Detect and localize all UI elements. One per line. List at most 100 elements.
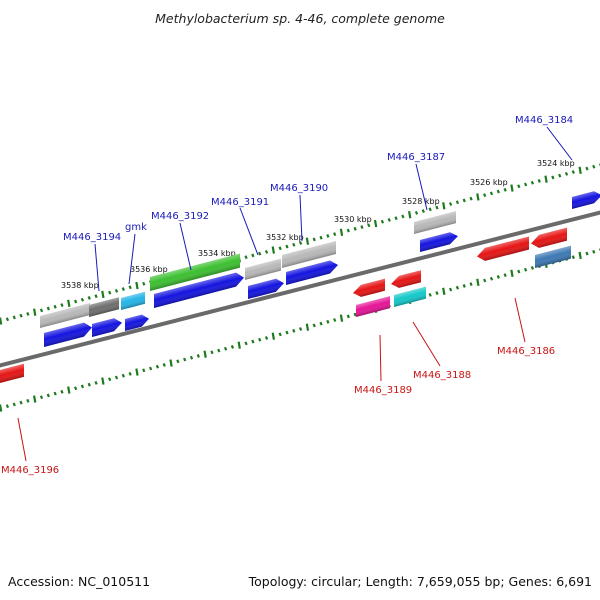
minor-tick [346, 314, 350, 319]
minor-tick [530, 266, 535, 270]
gene-g9[interactable] [92, 316, 122, 337]
major-tick [510, 184, 514, 192]
major-tick [476, 278, 480, 287]
gene-g13[interactable] [286, 258, 338, 285]
minor-tick [503, 187, 507, 192]
gene-label[interactable]: M446_3192 [151, 211, 209, 222]
minor-tick [244, 341, 248, 346]
gene-label[interactable]: M446_3191 [211, 197, 269, 208]
ruler-label-3532: 3532 kbp [266, 233, 304, 242]
minor-tick [278, 332, 282, 337]
minor-tick [73, 299, 78, 304]
minor-tick [496, 189, 500, 194]
minor-tick [128, 371, 132, 376]
minor-tick [537, 179, 541, 183]
minor-tick [489, 191, 494, 196]
minor-tick [53, 391, 57, 396]
minor-tick [121, 373, 125, 378]
gene-g18[interactable] [356, 296, 390, 317]
minor-tick [435, 205, 439, 210]
gene-g10[interactable] [125, 313, 149, 331]
gene-shading [125, 314, 149, 331]
gene-g17[interactable] [391, 270, 421, 290]
gene-g7[interactable] [414, 211, 456, 234]
minor-tick [258, 337, 262, 342]
minor-tick [448, 202, 453, 206]
minor-tick [217, 348, 221, 353]
minor-tick [469, 196, 473, 201]
minor-tick [558, 173, 562, 178]
gene-shading [420, 232, 458, 252]
major-tick [101, 377, 105, 385]
major-tick [305, 323, 310, 331]
minor-tick [278, 246, 282, 251]
minor-tick [394, 216, 398, 221]
gene-g5[interactable] [245, 258, 281, 280]
minor-tick [462, 284, 466, 288]
gene-label[interactable]: M446_3188 [413, 370, 471, 381]
minor-tick [19, 313, 23, 318]
gene-g16[interactable] [353, 278, 385, 299]
gene-g14[interactable] [420, 230, 458, 252]
gene-label[interactable]: M446_3194 [63, 232, 121, 243]
minor-tick [326, 319, 330, 324]
gene-labels: M446_3194 gmk M446_3192 M446_3191 M446_3… [1, 115, 573, 476]
minor-tick [176, 359, 180, 364]
minor-tick [523, 267, 528, 272]
gene-label[interactable]: M446_3190 [270, 183, 328, 194]
major-tick [101, 290, 105, 299]
minor-tick [210, 350, 214, 355]
label-connector-line [299, 194, 303, 242]
gene-label[interactable]: M446_3184 [515, 115, 573, 126]
minor-tick [121, 287, 125, 291]
gene-g2[interactable] [89, 297, 119, 317]
gene-label[interactable]: M446_3189 [354, 385, 412, 396]
gene-g12[interactable] [248, 277, 284, 299]
gene-g1[interactable] [40, 303, 90, 328]
major-tick [544, 175, 548, 183]
gene-g23[interactable] [0, 363, 24, 384]
minor-tick [517, 269, 521, 274]
minor-tick [196, 354, 200, 358]
ruler-labels: 3538 kbp 3536 kbp 3534 kbp 3532 kbp 3530… [61, 159, 575, 290]
gene-g19[interactable] [394, 286, 426, 307]
gene-g20[interactable] [477, 236, 529, 263]
minor-tick [333, 232, 337, 237]
genome-backbone [0, 210, 600, 368]
minor-tick [298, 241, 303, 245]
minor-tick [223, 346, 228, 351]
minor-tick [455, 200, 460, 205]
gene-label[interactable]: M446_3186 [497, 346, 555, 357]
minor-tick [292, 328, 296, 333]
major-tick [67, 386, 71, 394]
gene-g15[interactable] [572, 189, 600, 209]
minor-tick [108, 290, 112, 295]
gene-label[interactable]: M446_3187 [387, 152, 445, 163]
gene-g4[interactable] [150, 253, 240, 291]
genome-summary-text: Topology: circular; Length: 7,659,055 bp… [248, 574, 592, 589]
gene-g6[interactable] [282, 240, 336, 268]
minor-tick [319, 321, 323, 326]
gene-g8[interactable] [44, 321, 92, 347]
gene-label[interactable]: gmk [125, 222, 147, 233]
gene-g11[interactable] [154, 271, 244, 308]
minor-tick [87, 382, 91, 387]
minor-tick [148, 366, 153, 371]
gene-g21[interactable] [531, 227, 567, 250]
major-tick [169, 359, 173, 367]
major-tick [135, 368, 139, 376]
minor-tick [189, 355, 194, 360]
minor-tick [114, 375, 119, 380]
minor-tick [483, 278, 487, 283]
minor-tick [312, 237, 316, 242]
major-tick [203, 350, 207, 358]
gene-shading [89, 297, 119, 317]
gene-label[interactable]: M446_3196 [1, 465, 59, 476]
minor-tick [585, 251, 589, 256]
gene-g22[interactable] [535, 245, 571, 268]
minor-tick [292, 242, 296, 247]
minor-tick [401, 214, 405, 219]
ruler-label-3526: 3526 kbp [470, 178, 508, 187]
minor-tick [114, 288, 119, 293]
gene-g3[interactable] [121, 291, 145, 310]
